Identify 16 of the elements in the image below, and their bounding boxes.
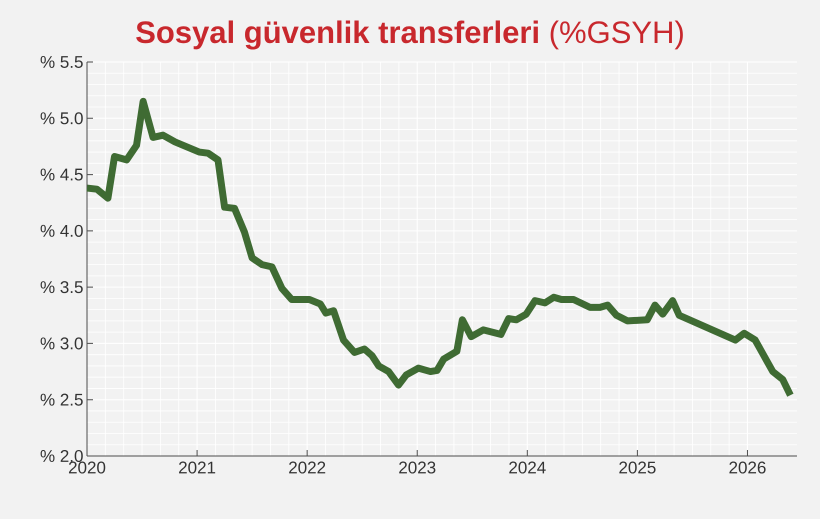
y-tick-label: % 2.0 [40, 450, 83, 462]
y-tick-label: % 4.5 [40, 168, 83, 181]
x-tick-label: 2021 [179, 462, 216, 474]
y-tick-label: % 3.0 [40, 337, 83, 350]
x-tick-label: 2025 [619, 462, 656, 474]
y-tick-label: % 3.5 [40, 281, 83, 294]
chart-title: Sosyal güvenlik transferleri (%GSYH) [136, 20, 683, 50]
x-tick-label: 2020 [68, 462, 106, 474]
y-tick-label: % 5.0 [40, 112, 83, 124]
x-tick-label: 2026 [729, 462, 766, 474]
x-tick-label: 2022 [289, 462, 326, 474]
x-tick-label: 2023 [399, 462, 436, 474]
x-tick-label: 2024 [509, 462, 546, 474]
y-tick-label: % 2.5 [40, 394, 83, 406]
y-tick-label: % 5.5 [40, 56, 83, 68]
y-tick-label: % 4.0 [40, 224, 83, 237]
